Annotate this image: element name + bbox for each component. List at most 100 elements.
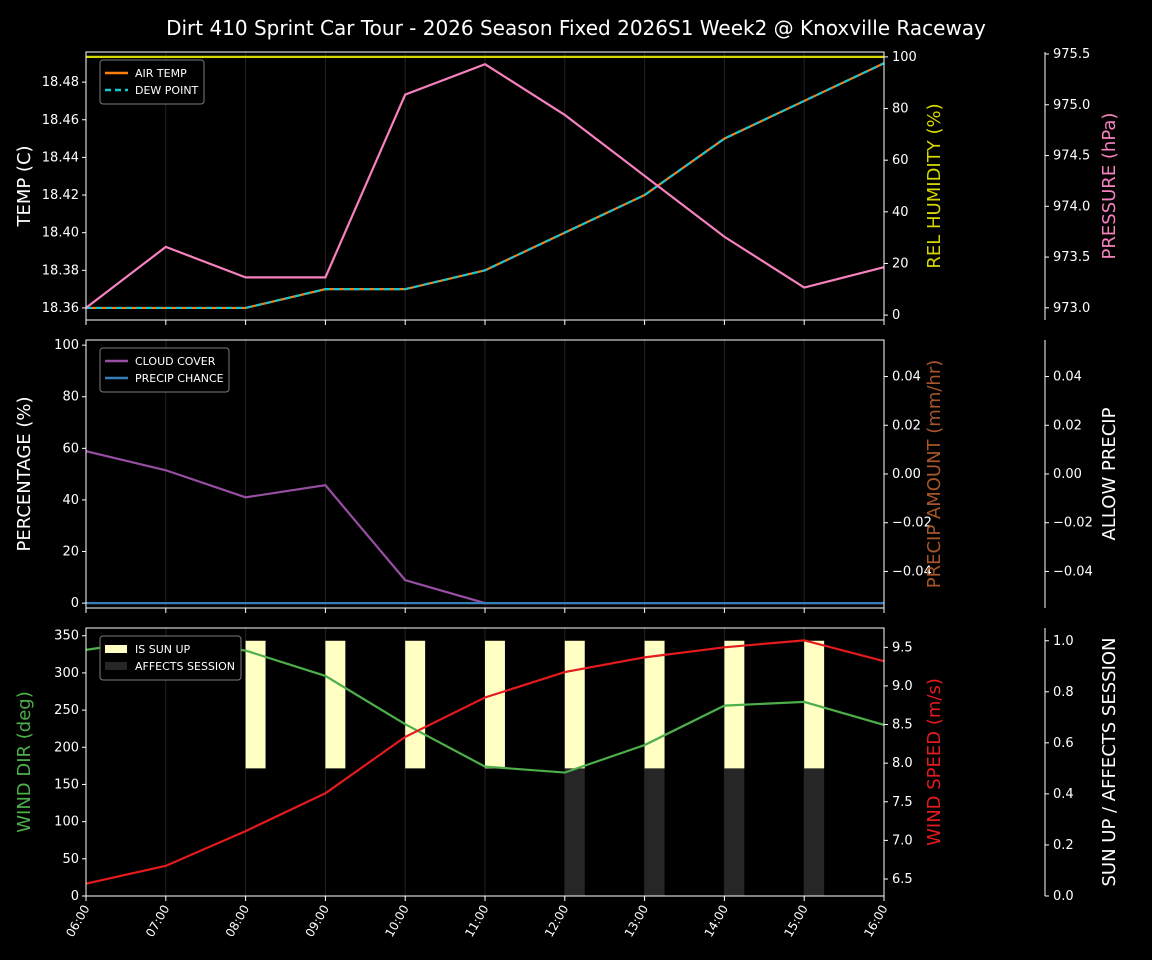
y-tick-label: 974.0 <box>1053 199 1090 214</box>
series-line-wind-speed-m-s <box>85 639 885 885</box>
y-tick-label: 18.44 <box>42 150 79 165</box>
y-tick-label: 975.5 <box>1053 47 1090 62</box>
y-tick-label: 0.00 <box>892 467 921 482</box>
legend-box <box>99 635 242 681</box>
y-tick-label: 0.6 <box>1053 736 1074 751</box>
affects-session-bar <box>804 768 825 896</box>
y-tick-label: 0.04 <box>1053 370 1082 385</box>
y-tick-label: 0 <box>71 889 79 904</box>
y-tick-label: 0 <box>71 596 79 611</box>
y-tick-label: 18.40 <box>42 226 79 241</box>
y-tick-label: 80 <box>892 102 909 117</box>
axis-label-wind-dir-deg: WIND DIR (deg) <box>14 691 35 833</box>
panel-1: 18.36 18.38 18.40 18.42 18.44 18.46 18.48 TEMP … <box>14 47 1120 325</box>
y-tick-label: 80 <box>62 390 79 405</box>
y-tick-label: 300 <box>54 666 79 681</box>
sun-up-bar <box>644 640 665 769</box>
y-tick-label: 8.0 <box>892 756 913 771</box>
y-tick-label: 0.4 <box>1053 787 1074 802</box>
x-tick-label: 11:00 <box>462 903 491 940</box>
y-tick-label: −0.02 <box>1053 516 1093 531</box>
legend-label-air-temp: AIR TEMP <box>135 67 187 80</box>
y-tick-label: 0.02 <box>892 418 921 433</box>
x-tick-label: 16:00 <box>861 903 890 940</box>
panel-2: 0 20 40 60 80 100 PERCENTAGE (%) −0.04 −0.02 0.00… <box>14 338 1120 613</box>
y-tick-label: 973.0 <box>1053 301 1090 316</box>
y-tick-label: 7.0 <box>892 833 913 848</box>
x-tick-label: 15:00 <box>781 903 810 940</box>
x-tick-label: 10:00 <box>382 903 411 940</box>
legend-box <box>99 347 230 393</box>
affects-session-bar <box>724 768 745 896</box>
sun-up-bar <box>405 640 426 769</box>
y-tick-label: 350 <box>54 629 79 644</box>
y-tick-label: 50 <box>62 852 79 867</box>
axis-label-allow-precip: ALLOW PRECIP <box>1099 407 1120 540</box>
x-tick-label: 12:00 <box>542 903 571 940</box>
y-tick-label: 1.0 <box>1053 634 1074 649</box>
y-tick-label: −0.04 <box>892 564 932 579</box>
y-tick-label: 250 <box>54 703 79 718</box>
x-tick-label: 06:00 <box>63 903 92 940</box>
axis-label-precip-amount-mm-hr: PRECIP AMOUNT (mm/hr) <box>924 360 945 589</box>
y-tick-label: 40 <box>62 493 79 508</box>
x-tick-label: 08:00 <box>223 903 252 940</box>
series-line-pressure-hpa <box>85 62 885 309</box>
y-tick-label: 40 <box>892 205 909 220</box>
y-tick-label: 0.0 <box>1053 889 1074 904</box>
legend: AIR TEMP DEW POINT <box>99 59 205 105</box>
sun-up-bar <box>325 640 346 769</box>
series-line-dew-point <box>86 62 885 310</box>
y-tick-label: 6.5 <box>892 872 913 887</box>
sun-up-bar <box>245 640 266 769</box>
legend: CLOUD COVER PRECIP CHANCE <box>99 347 230 393</box>
axis-label-rel-humidity: REL HUMIDITY (%) <box>924 103 945 268</box>
y-tick-label: 0.8 <box>1053 685 1074 700</box>
y-tick-label: 974.5 <box>1053 149 1090 164</box>
y-tick-label: 20 <box>892 256 909 271</box>
legend-swatch <box>105 645 127 653</box>
y-tick-label: 100 <box>54 815 79 830</box>
legend-label-precip-chance: PRECIP CHANCE <box>135 372 224 385</box>
axis-label-percentage: PERCENTAGE (%) <box>14 396 35 551</box>
y-tick-label: 0.00 <box>1053 467 1082 482</box>
y-tick-label: 0.2 <box>1053 838 1074 853</box>
affects-session-bar <box>564 768 585 896</box>
y-tick-label: 973.5 <box>1053 250 1090 265</box>
y-tick-label: 9.5 <box>892 640 913 655</box>
x-tick-label: 09:00 <box>303 903 332 940</box>
axis-label-wind-speed-m-s: WIND SPEED (m/s) <box>924 678 945 846</box>
y-tick-label: 18.48 <box>42 75 79 90</box>
sun-up-bar <box>564 640 585 769</box>
y-tick-label: 20 <box>62 545 79 560</box>
affects-session-bar <box>644 768 665 896</box>
y-tick-label: −0.04 <box>1053 564 1093 579</box>
x-tick-label: 07:00 <box>143 903 172 940</box>
x-tick-label: 14:00 <box>702 903 731 940</box>
y-tick-label: 200 <box>54 740 79 755</box>
y-tick-label: 18.38 <box>42 263 79 278</box>
legend-label-cloud-cover: CLOUD COVER <box>135 355 216 368</box>
axis-label-temp-c: TEMP (C) <box>14 145 35 227</box>
y-tick-label: 60 <box>892 153 909 168</box>
figure-title: Dirt 410 Sprint Car Tour - 2026 Season F… <box>166 16 986 40</box>
axis-label-pressure-hpa: PRESSURE (hPa) <box>1099 113 1120 260</box>
y-tick-label: 8.5 <box>892 718 913 733</box>
y-tick-label: 0.04 <box>892 370 921 385</box>
y-tick-label: 975.0 <box>1053 98 1090 113</box>
y-tick-label: 100 <box>892 50 917 65</box>
y-tick-label: 60 <box>62 441 79 456</box>
legend-swatch <box>105 662 127 670</box>
legend-box <box>99 59 205 105</box>
x-tick-label: 13:00 <box>622 903 651 940</box>
y-tick-label: 18.42 <box>42 188 79 203</box>
y-tick-label: 0.02 <box>1053 418 1082 433</box>
y-tick-label: −0.02 <box>892 516 932 531</box>
y-tick-label: 9.0 <box>892 679 913 694</box>
y-tick-label: 7.5 <box>892 795 913 810</box>
y-tick-label: 0 <box>892 308 900 323</box>
legend-label-is-sun-up: IS SUN UP <box>135 643 191 656</box>
y-tick-label: 18.46 <box>42 113 79 128</box>
legend-label-dew-point: DEW POINT <box>135 84 199 97</box>
